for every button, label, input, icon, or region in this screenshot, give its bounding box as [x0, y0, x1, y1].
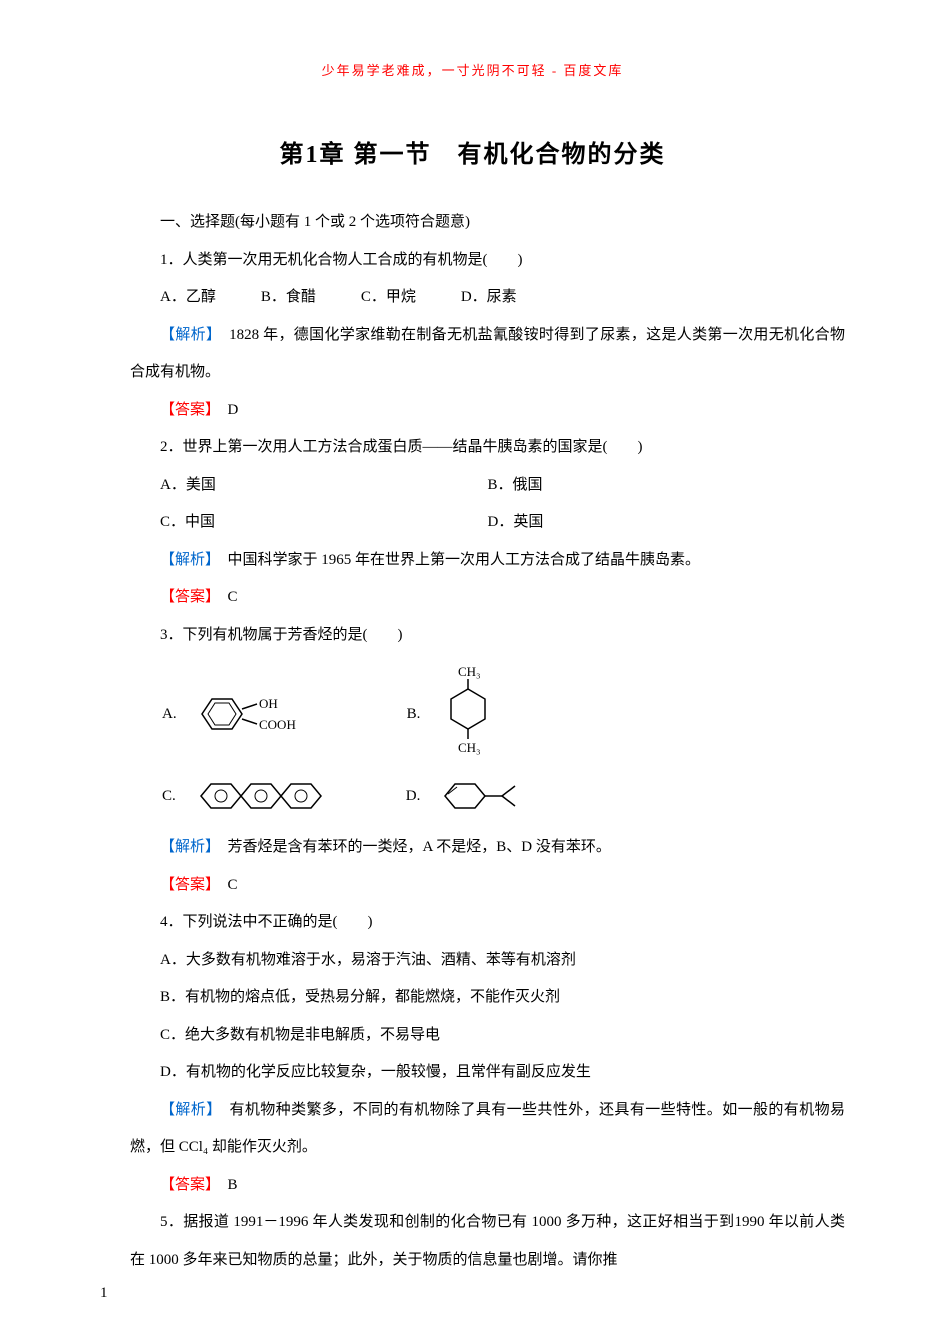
- cyclohexane-ch3-icon: CH₃ CH₃: [430, 664, 510, 764]
- svg-text:CH₃: CH₃: [458, 740, 481, 755]
- answer-label: 【答案】: [160, 402, 213, 418]
- analysis-label: 【解析】: [160, 839, 213, 855]
- q4-answer: 【答案】 B: [130, 1167, 845, 1205]
- q3-chemC: C.: [162, 774, 326, 819]
- q4-optB: B．有机物的熔点低，受热易分解，都能燃烧，不能作灭火剂: [130, 979, 845, 1017]
- q1-answer: 【答案】 D: [130, 392, 845, 430]
- analysis-label: 【解析】: [160, 327, 214, 343]
- q4-text: 4．下列说法中不正确的是( ): [130, 904, 845, 942]
- q1-analysis: 【解析】 1828 年，德国化学家维勒在制备无机盐氰酸铵时得到了尿素，这是人类第…: [130, 317, 845, 392]
- q2-optB: B．俄国: [488, 467, 846, 505]
- q2-answer: 【答案】 C: [130, 579, 845, 617]
- answer-label: 【答案】: [160, 877, 213, 893]
- svg-text:CH₃: CH₃: [458, 664, 481, 679]
- answer-label: 【答案】: [160, 589, 213, 605]
- q3-answer-val: C: [213, 877, 238, 893]
- q3-chem-row2: C. D.: [130, 774, 845, 819]
- q3-chem-row1: A. OH COOH B. CH₃ CH₃: [130, 664, 845, 764]
- q1-text: 1．人类第一次用无机化合物人工合成的有机物是( ): [130, 242, 845, 280]
- svg-text:COOH: COOH: [259, 717, 296, 732]
- document-content: 一、选择题(每小题有 1 个或 2 个选项符合题意) 1．人类第一次用无机化合物…: [0, 204, 945, 1279]
- q2-optA: A．美国: [130, 467, 488, 505]
- q2-answer-val: C: [213, 589, 238, 605]
- q2-optD: D．英国: [488, 504, 846, 542]
- q2-options-row1: A．美国 B．俄国: [130, 467, 845, 505]
- q1-analysis-text: 1828 年，德国化学家维勒在制备无机盐氰酸铵时得到了尿素，这是人类第一次用无机…: [130, 327, 845, 381]
- chapter-title: 第1章 第一节 有机化合物的分类: [0, 134, 945, 169]
- section-heading: 一、选择题(每小题有 1 个或 2 个选项符合题意): [130, 204, 845, 242]
- q3-analysis: 【解析】 芳香烃是含有苯环的一类烃，A 不是烃，B、D 没有苯环。: [130, 829, 845, 867]
- q3-labelA: A.: [162, 706, 177, 723]
- svg-text:OH: OH: [259, 696, 278, 711]
- q4-optC: C．绝大多数有机物是非电解质，不易导电: [130, 1017, 845, 1055]
- q3-text: 3．下列有机物属于芳香烃的是( ): [130, 617, 845, 655]
- answer-label: 【答案】: [160, 1177, 213, 1193]
- anthracene-icon: [186, 774, 326, 819]
- q1-options: A．乙醇 B．食醋 C．甲烷 D．尿素: [130, 279, 845, 317]
- q2-optC: C．中国: [130, 504, 488, 542]
- q3-chemD: D.: [406, 774, 541, 819]
- q2-analysis: 【解析】 中国科学家于 1965 年在世界上第一次用人工方法合成了结晶牛胰岛素。: [130, 542, 845, 580]
- header-watermark: 少年易学老难成，一寸光阴不可轻 - 百度文库: [0, 0, 945, 79]
- q3-labelC: C.: [162, 788, 176, 805]
- q4-analysis-text: 有机物种类繁多，不同的有机物除了具有一些共性外，还具有一些特性。如一般的有机物易…: [130, 1102, 845, 1156]
- q4-optA: A．大多数有机物难溶于水，易溶于汽油、酒精、苯等有机溶剂: [130, 942, 845, 980]
- q4-analysis: 【解析】 有机物种类繁多，不同的有机物除了具有一些共性外，还具有一些特性。如一般…: [130, 1092, 845, 1167]
- q4-optD: D．有机物的化学反应比较复杂，一般较慢，且常伴有副反应发生: [130, 1054, 845, 1092]
- page-number: 1: [100, 1285, 108, 1302]
- q3-chemB: B. CH₃ CH₃: [407, 664, 511, 764]
- q3-chemA: A. OH COOH: [162, 684, 307, 744]
- analysis-label: 【解析】: [160, 552, 213, 568]
- q1-answer-val: D: [213, 402, 239, 418]
- q5-text: 5．据报道 1991－1996 年人类发现和创制的化合物已有 1000 多万种，…: [130, 1204, 845, 1279]
- q3-answer: 【答案】 C: [130, 867, 845, 905]
- q2-analysis-text: 中国科学家于 1965 年在世界上第一次用人工方法合成了结晶牛胰岛素。: [213, 552, 701, 568]
- q2-options-row2: C．中国 D．英国: [130, 504, 845, 542]
- q3-analysis-text: 芳香烃是含有苯环的一类烃，A 不是烃，B、D 没有苯环。: [213, 839, 611, 855]
- q3-labelB: B.: [407, 706, 421, 723]
- q4-answer-val: B: [213, 1177, 238, 1193]
- cyclohexene-branch-icon: [430, 774, 540, 819]
- q3-labelD: D.: [406, 788, 421, 805]
- q2-text: 2．世界上第一次用人工方法合成蛋白质——结晶牛胰岛素的国家是( ): [130, 429, 845, 467]
- benzene-oh-cooh-icon: OH COOH: [187, 684, 307, 744]
- analysis-label: 【解析】: [160, 1102, 214, 1118]
